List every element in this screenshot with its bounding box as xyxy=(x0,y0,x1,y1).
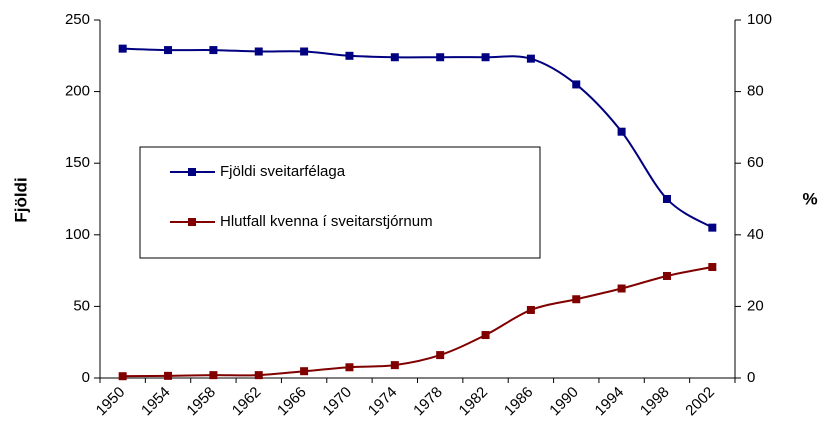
y-tick-label: 250 xyxy=(65,11,90,28)
y2-tick-label: 20 xyxy=(747,297,764,314)
data-point xyxy=(164,46,173,55)
y-axis-title: Fjöldi xyxy=(11,177,30,222)
y2-tick-label: 40 xyxy=(747,226,764,243)
x-tick-label: 1990 xyxy=(546,384,582,420)
y-tick-label: 100 xyxy=(65,226,90,243)
data-point xyxy=(300,47,309,56)
data-point xyxy=(481,331,490,340)
x-tick-label: 1962 xyxy=(229,384,265,420)
data-point xyxy=(436,351,445,360)
legend-box xyxy=(139,146,541,259)
legend-label: Hlutfall kvenna í sveitarstjórnum xyxy=(220,213,433,230)
x-tick-label: 1994 xyxy=(592,384,628,420)
x-tick-label: 1978 xyxy=(410,384,446,420)
data-point xyxy=(118,44,127,53)
data-point xyxy=(118,372,127,381)
data-point xyxy=(254,47,263,56)
data-point xyxy=(164,371,173,380)
data-point xyxy=(708,223,717,232)
data-point xyxy=(209,46,218,55)
y-tick-label: 200 xyxy=(65,83,90,100)
y-tick-label: 0 xyxy=(82,369,90,386)
series-line xyxy=(122,266,713,378)
x-tick-label: 1974 xyxy=(365,384,401,420)
data-point xyxy=(662,195,671,203)
legend-label: Fjöldi sveitarfélaga xyxy=(220,163,346,180)
data-point xyxy=(390,361,399,370)
data-point xyxy=(254,371,263,380)
x-tick-label: 1998 xyxy=(637,384,673,420)
data-point xyxy=(345,363,354,372)
x-tick-label: 2002 xyxy=(682,384,718,420)
data-point xyxy=(390,53,399,62)
data-point xyxy=(662,271,671,280)
data-point xyxy=(617,127,626,136)
data-point xyxy=(481,53,490,62)
y2-tick-label: 100 xyxy=(747,11,772,28)
data-point xyxy=(708,263,717,272)
y2-tick-label: 80 xyxy=(747,83,764,100)
y2-tick-label: 0 xyxy=(747,369,755,386)
x-tick-label: 1982 xyxy=(456,384,492,420)
x-tick-label: 1970 xyxy=(319,384,355,420)
y2-axis-title: % xyxy=(802,189,817,208)
data-point xyxy=(526,54,535,63)
x-tick-label: 1966 xyxy=(274,384,310,420)
data-point xyxy=(572,295,581,304)
data-point xyxy=(617,284,626,293)
data-point xyxy=(572,80,581,89)
data-point xyxy=(209,371,218,380)
x-tick-label: 1958 xyxy=(183,384,219,420)
legend-marker xyxy=(188,218,196,226)
legend-marker xyxy=(188,168,196,176)
x-tick-label: 1954 xyxy=(138,384,174,420)
y-tick-label: 150 xyxy=(65,154,90,171)
x-tick-label: 1986 xyxy=(501,384,537,420)
data-point xyxy=(436,53,445,62)
y2-tick-label: 60 xyxy=(747,154,764,171)
data-point xyxy=(345,51,354,60)
data-point xyxy=(526,305,535,314)
data-point xyxy=(300,367,309,376)
y-tick-label: 50 xyxy=(73,297,90,314)
x-tick-label: 1950 xyxy=(93,384,129,420)
